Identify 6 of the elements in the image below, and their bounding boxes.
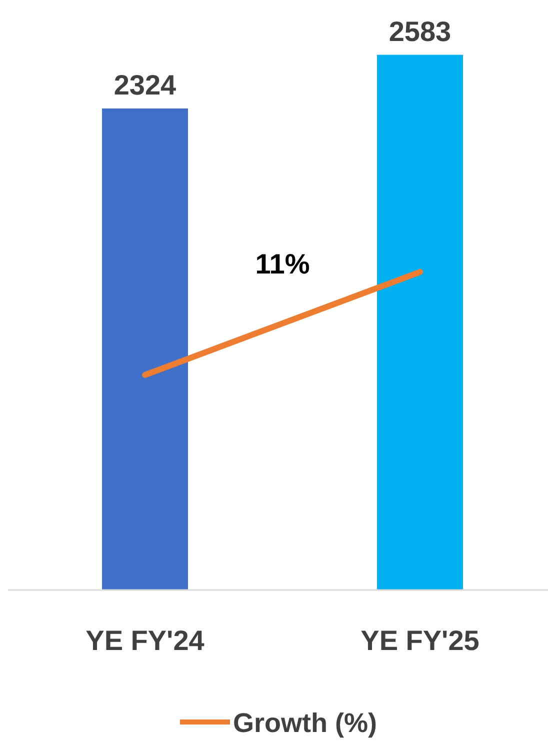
x-tick-label: YE FY'25 <box>360 625 480 656</box>
annotation: 11% <box>255 248 310 280</box>
data-label: 2583 <box>388 16 452 47</box>
data-label: 2324 <box>114 69 177 100</box>
x-tick-label: YE FY'24 <box>86 625 205 656</box>
legend-label: Growth (%) <box>233 708 377 738</box>
